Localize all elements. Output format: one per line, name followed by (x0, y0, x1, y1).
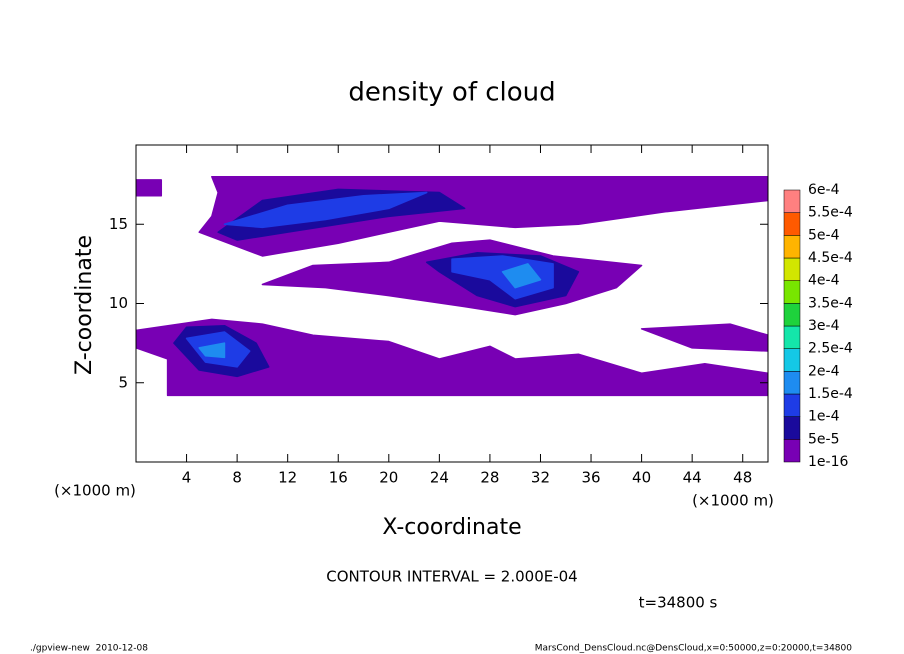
colorbar-label: 5e-5 (808, 431, 839, 447)
contour-region (223, 191, 428, 229)
colorbar-swatch (783, 257, 801, 281)
colorbar-label: 3e-4 (808, 318, 840, 334)
x-tick-label: 24 (430, 469, 449, 487)
contour-region (136, 179, 163, 197)
y-axis-label: Z-coordinate (72, 235, 97, 375)
colorbar-label: 2e-4 (808, 363, 840, 379)
x-tick-label: 28 (480, 469, 499, 487)
colorbar-swatch (783, 212, 801, 236)
x-tick-label: 8 (232, 469, 242, 487)
x-tick-label: 20 (379, 469, 398, 487)
colorbar-label: 5e-4 (808, 227, 840, 243)
colorbar-label: 5.5e-4 (808, 205, 853, 221)
footer-right: MarsCond_DensCloud.nc@DensCloud,x=0:5000… (535, 644, 852, 654)
colorbar-label: 1e-16 (808, 454, 848, 470)
colorbar-label: 6e-4 (808, 182, 840, 198)
colorbar-label: 2.5e-4 (808, 341, 853, 357)
x-tick-label: 4 (182, 469, 192, 487)
colorbar-label: 4e-4 (808, 273, 840, 289)
y-tick-label: 5 (118, 373, 128, 391)
colorbar-swatch (783, 235, 801, 259)
x-tick-label: 48 (733, 469, 752, 487)
contour-region (501, 263, 542, 289)
colorbar-swatch (783, 371, 801, 395)
x-unit: (×1000 m) (692, 492, 774, 510)
x-tick-label: 44 (683, 469, 702, 487)
contour-interval: CONTOUR INTERVAL = 2.000E-04 (326, 568, 577, 586)
colorbar-label: 3.5e-4 (808, 295, 853, 311)
y-unit: (×1000 m) (54, 482, 136, 500)
y-tick-label: 10 (109, 294, 128, 312)
footer-left: ./gpview-new 2010-12-08 (30, 644, 148, 654)
contour-region (198, 342, 226, 359)
colorbar-swatch (783, 280, 801, 304)
colorbar-swatch (783, 325, 801, 349)
contour-region (136, 318, 768, 397)
colorbar-swatch (783, 348, 801, 372)
colorbar-swatch (783, 416, 801, 440)
x-tick-label: 12 (278, 469, 297, 487)
x-tick-label: 16 (329, 469, 348, 487)
chart-title: density of cloud (348, 78, 555, 108)
x-tick-label: 36 (581, 469, 600, 487)
time-label: t=34800 s (639, 594, 718, 612)
colorbar-swatch (783, 189, 801, 213)
colorbar-label: 4.5e-4 (808, 250, 853, 266)
colorbar-swatch (783, 303, 801, 327)
x-tick-label: 32 (531, 469, 550, 487)
contour-fill (136, 175, 768, 397)
colorbar-swatch (783, 439, 801, 463)
colorbar-label: 1.5e-4 (808, 386, 853, 402)
colorbar-label: 1e-4 (808, 409, 840, 425)
colorbar-swatch (783, 393, 801, 417)
contour-region (640, 323, 768, 352)
y-tick-label: 15 (109, 215, 128, 233)
x-tick-label: 40 (632, 469, 651, 487)
x-axis-label: X-coordinate (382, 515, 521, 540)
